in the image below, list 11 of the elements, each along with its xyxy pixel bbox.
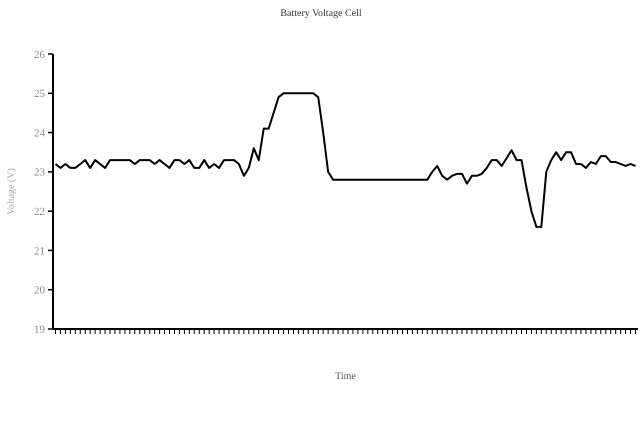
y-tick-label: 19 — [34, 324, 46, 336]
y-tick-label: 22 — [34, 206, 45, 218]
x-axis-title: Time — [335, 371, 356, 382]
y-tick-label: 24 — [34, 127, 46, 140]
y-tick-label: 26 — [34, 48, 46, 61]
y-axis-title: Voltage (V) — [6, 168, 17, 215]
y-tick-label: 21 — [34, 245, 45, 258]
y-tick-label: 23 — [34, 166, 46, 179]
y-tick-label: 20 — [34, 284, 46, 297]
y-tick-label: 25 — [34, 88, 46, 100]
chart-title: Battery Voltage Cell — [280, 8, 362, 19]
